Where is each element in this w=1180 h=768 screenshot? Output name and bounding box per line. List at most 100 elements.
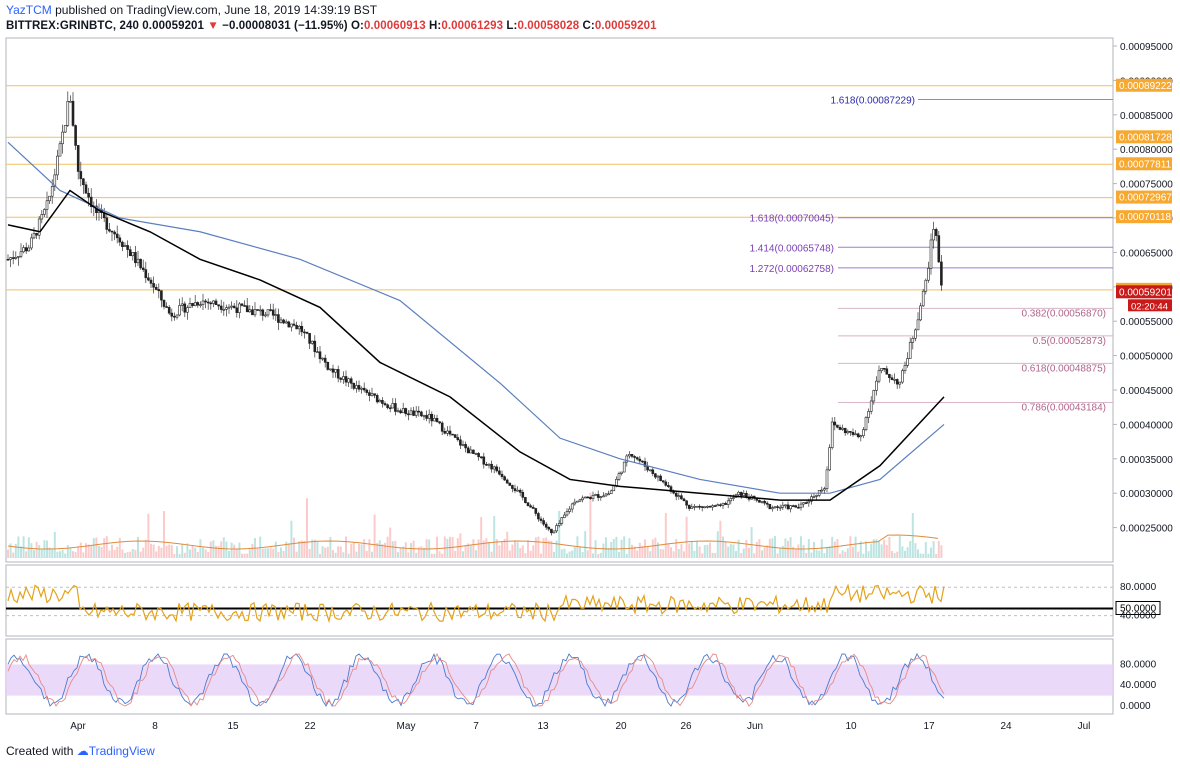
time-tick: 24	[1000, 721, 1012, 732]
volume-bar	[480, 517, 483, 558]
volume-bar	[415, 552, 418, 558]
volume-bar	[495, 539, 498, 558]
volume-bar	[178, 553, 181, 558]
candle-body	[191, 303, 194, 306]
candle-body	[206, 301, 210, 304]
candle-body	[851, 432, 855, 435]
tradingview-brand[interactable]: TradingView	[88, 744, 155, 758]
candle-body	[274, 314, 278, 316]
candle-body	[724, 502, 727, 505]
volume-bar	[857, 551, 860, 558]
volume-bar	[745, 539, 748, 558]
volume-bar	[243, 553, 246, 558]
candle-body	[167, 307, 171, 314]
fib-extension-label: 1.272(0.00062758)	[749, 264, 834, 275]
candle-body	[924, 279, 928, 292]
candle-body	[170, 312, 174, 317]
symbol-bar: BITTREX:GRINBTC, 240 0.00059201 ▼ −0.000…	[6, 20, 657, 32]
candle-body	[368, 392, 371, 396]
candle-body	[30, 237, 33, 249]
volume-bar	[498, 545, 501, 558]
countdown-timer: 02:20:44	[1131, 301, 1168, 312]
candle-body	[789, 505, 792, 510]
volume-bar	[571, 550, 574, 558]
candle-body	[453, 434, 457, 438]
candle-body	[555, 525, 558, 532]
volume-bar	[711, 552, 714, 558]
candle-body	[607, 493, 610, 496]
price-tag: 0.00070118	[1119, 212, 1172, 223]
candle-body	[700, 506, 704, 508]
candle-body	[589, 496, 592, 499]
volume-bar	[906, 547, 909, 558]
volume-bar	[878, 541, 880, 558]
volume-ma-line	[7, 534, 939, 550]
candle-body	[594, 494, 597, 496]
volume-bar	[885, 544, 888, 558]
volume-bar	[867, 551, 870, 558]
candle-body	[882, 367, 886, 370]
time-tick: Apr	[70, 721, 86, 732]
volume-bar	[269, 547, 272, 558]
candle-body	[269, 309, 272, 311]
candle-body	[178, 305, 181, 316]
volume-bar	[9, 543, 12, 558]
close-label: C:	[582, 20, 595, 32]
price-tag-bg	[1116, 157, 1172, 171]
volume-bar	[787, 540, 789, 558]
candle-body	[505, 479, 509, 484]
candle-body	[258, 309, 262, 312]
volume-bar	[740, 553, 743, 558]
candle-body	[357, 385, 361, 390]
candle-body	[154, 286, 158, 290]
volume-bar	[800, 536, 802, 558]
time-tick: 26	[680, 721, 692, 732]
candle-body	[448, 430, 452, 435]
volume-bar	[300, 540, 303, 558]
volume-bar	[631, 544, 633, 558]
stoch-rsi-pane: 80.0000 40.0000 0.0000	[6, 652, 1157, 712]
candle-body	[222, 309, 226, 311]
candle-body	[43, 209, 46, 215]
volume-bar	[859, 541, 862, 558]
candle-body	[927, 268, 930, 281]
volume-bar	[456, 538, 459, 558]
candle-body	[277, 314, 280, 323]
candle-body	[641, 460, 644, 463]
volume-bar	[212, 540, 215, 558]
author-name[interactable]: YazTCM	[6, 3, 52, 17]
candle-body	[682, 498, 686, 502]
candle-body	[703, 506, 707, 509]
volume-bar	[524, 553, 527, 558]
volume-bar	[402, 546, 405, 558]
volume-bar	[113, 549, 116, 558]
volume-bar	[573, 547, 576, 558]
volume-bar	[566, 553, 568, 558]
volume-bar	[875, 539, 878, 558]
volume-bar	[623, 536, 626, 558]
volume-bar	[303, 540, 306, 558]
candle-body	[630, 454, 634, 457]
volume-bar	[766, 545, 769, 558]
candle-body	[9, 257, 12, 260]
candle-body	[586, 496, 590, 499]
candle-body	[105, 217, 109, 230]
fib-retracement-label: 0.382(0.00056870)	[1021, 308, 1106, 319]
candle-body	[82, 178, 85, 186]
volume-bar	[828, 546, 831, 558]
candle-body	[370, 393, 374, 396]
volume-bar	[399, 548, 402, 558]
candle-body	[329, 368, 332, 371]
volume-bar	[742, 548, 745, 558]
candle-body	[778, 506, 782, 509]
volume-bar	[22, 536, 25, 558]
fib-retracement-label: 0.5(0.00052873)	[1033, 336, 1106, 347]
candle-body	[58, 143, 62, 157]
volume-bar	[423, 547, 425, 558]
candle-body	[872, 390, 876, 402]
time-axis: Apr 8 15 22 May 7 13 20 26 Jun 10 17 24 Jul	[70, 721, 1090, 732]
price-tick: 0.00050000	[1120, 352, 1173, 363]
candle-body	[568, 508, 571, 512]
candle-body	[326, 361, 330, 370]
